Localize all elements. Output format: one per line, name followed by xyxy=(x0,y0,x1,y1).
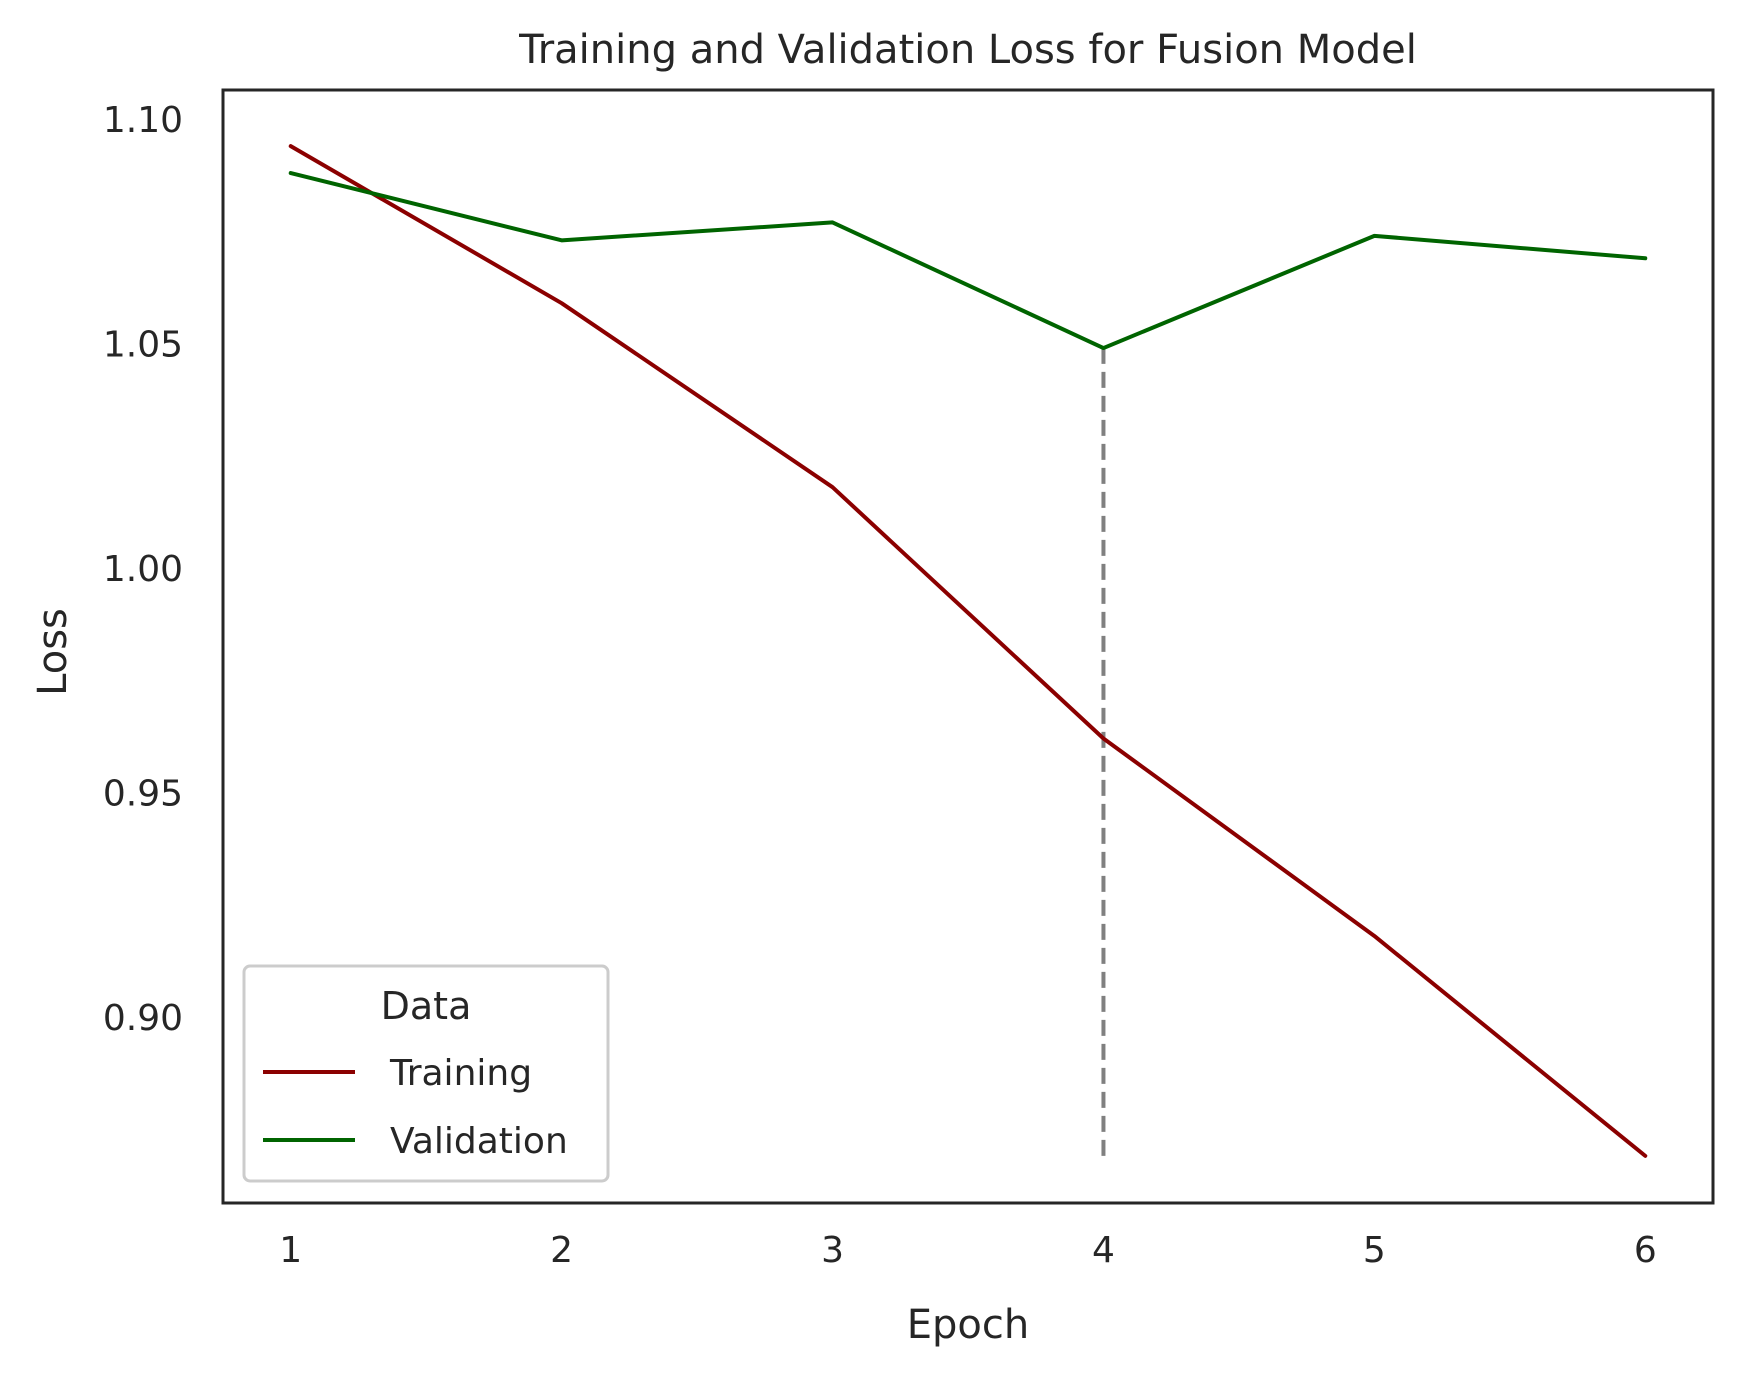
x-tick-label-2: 2 xyxy=(550,1230,573,1271)
series-line-validation xyxy=(288,171,1648,351)
legend-title: Data xyxy=(381,984,472,1028)
y-axis-label: Loss xyxy=(30,608,76,696)
legend-label-training: Training xyxy=(389,1053,532,1094)
x-tick-label-6: 6 xyxy=(1634,1230,1657,1271)
y-tick-label-1.10: 1.10 xyxy=(103,100,183,141)
y-tick-label-1.05: 1.05 xyxy=(103,325,183,366)
plot-area xyxy=(288,144,1648,1158)
legend-label-validation: Validation xyxy=(390,1121,568,1162)
x-axis-label: Epoch xyxy=(907,1302,1029,1348)
x-tick-label-1: 1 xyxy=(279,1230,302,1271)
y-axis: 0.90 0.95 1.00 1.05 1.10 xyxy=(103,100,183,1039)
chart-title: Training and Validation Loss for Fusion … xyxy=(518,27,1417,73)
series-line-training xyxy=(288,144,1648,1158)
legend-box xyxy=(242,964,610,1183)
x-axis: 1 2 3 4 5 6 xyxy=(279,1230,1656,1271)
y-tick-label-0.90: 0.90 xyxy=(103,998,183,1039)
y-tick-label-1.00: 1.00 xyxy=(103,549,183,590)
x-tick-label-3: 3 xyxy=(821,1230,844,1271)
y-tick-label-0.95: 0.95 xyxy=(103,773,183,814)
x-tick-label-4: 4 xyxy=(1092,1230,1115,1271)
legend: Data Training Validation xyxy=(242,964,610,1183)
plot-frame xyxy=(221,88,1715,1205)
x-tick-label-5: 5 xyxy=(1363,1230,1386,1271)
